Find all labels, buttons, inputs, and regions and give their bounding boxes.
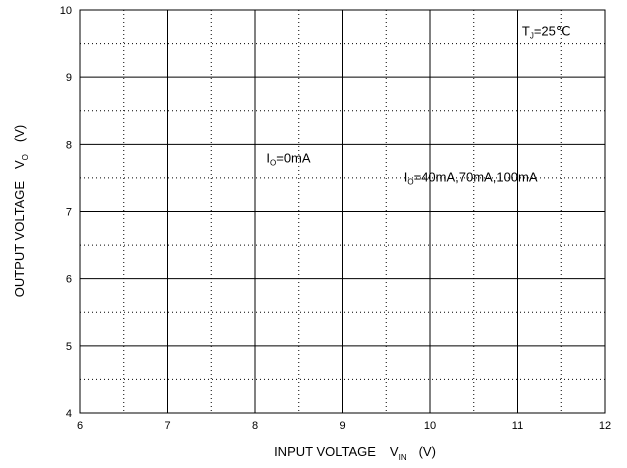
annotation-io40-subscript: O [407,177,413,186]
annotation-junction-temperature: TJ=25℃ [522,24,571,41]
y-tick-label: 4 [66,408,72,420]
x-axis-label-unit: (V) [419,444,436,459]
y-tick-label: 10 [60,5,72,17]
annotation-io0-subscript: O [270,158,276,167]
annotation-io-40-70-100ma: IO=40mA,70mA,100mA [404,169,538,186]
y-axis-label-symbol: V [12,160,27,169]
y-axis-label-subscript: O [21,154,30,160]
x-tick-label: 10 [424,420,436,432]
x-tick-label: 7 [164,420,170,432]
x-axis-label-subscript: IN [399,453,407,462]
y-tick-label: 5 [66,341,72,353]
y-axis-label-unit: (V) [12,125,27,142]
annotation-io40-main: I [404,169,408,184]
annotation-tj-text: =25℃ [534,24,571,39]
annotation-io0-text: =0mA [276,150,311,165]
major-gridlines [80,10,605,413]
y-tick-labels: 4 5 6 7 8 9 10 [60,5,72,420]
x-tick-label: 9 [339,420,345,432]
annotation-io0-main: I [266,150,270,165]
y-axis-label-main: OUTPUT VOLTAGE [12,181,27,298]
plot-frame [79,9,606,414]
annotation-io-0ma: IO=0mA [266,150,311,167]
y-axis-label: OUTPUT VOLTAGE VO (V) [12,125,30,298]
x-tick-label: 8 [252,420,258,432]
annotation-tj-subscript: J [530,32,534,41]
annotation-tj-main: T [522,24,530,39]
x-axis-label: INPUT VOLTAGE VIN (V) [274,444,436,462]
y-tick-label: 8 [66,139,72,151]
x-axis-label-symbol: V [390,444,399,459]
x-tick-labels: 6 7 8 9 10 11 12 [77,420,611,432]
y-tick-label: 6 [66,274,72,286]
annotation-io40-text: =40mA,70mA,100mA [414,169,538,184]
y-tick-label: 9 [66,72,72,84]
x-axis-label-main: INPUT VOLTAGE [274,444,376,459]
y-tick-label: 7 [66,207,72,219]
x-tick-label: 6 [77,420,83,432]
x-tick-label: 12 [599,420,611,432]
x-tick-label: 11 [512,420,523,432]
